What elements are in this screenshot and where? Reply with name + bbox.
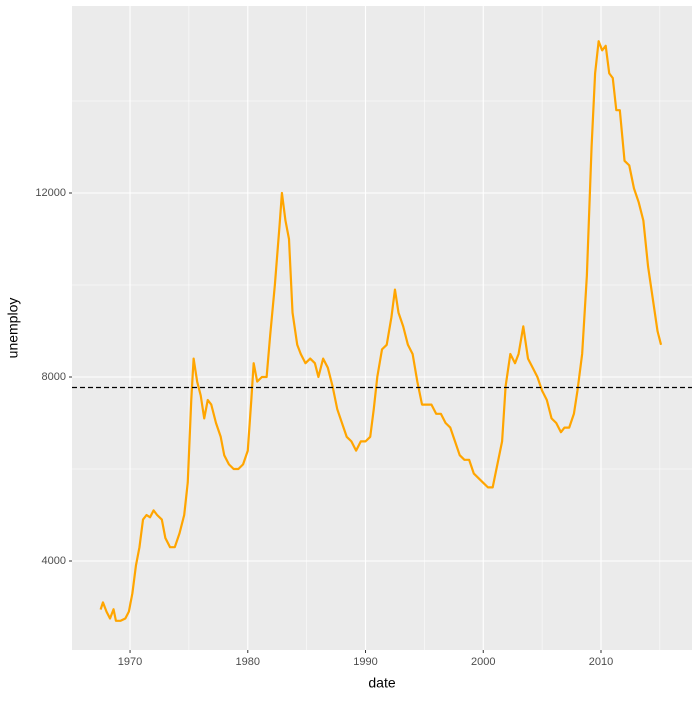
x-tick-label: 2010 — [589, 656, 613, 668]
x-tick-label: 1990 — [353, 656, 377, 668]
x-tick-label: 1980 — [236, 656, 260, 668]
panel — [72, 6, 692, 650]
x-tick-label: 1970 — [118, 656, 142, 668]
x-tick-label: 2000 — [471, 656, 495, 668]
data-line — [99, 40, 663, 622]
y-tick-label: 4000 — [42, 555, 66, 567]
y-axis-title: unemploy — [5, 298, 21, 359]
x-axis-title: date — [368, 675, 395, 691]
y-tick-label: 8000 — [42, 371, 66, 383]
y-tick-label: 12000 — [35, 187, 66, 199]
